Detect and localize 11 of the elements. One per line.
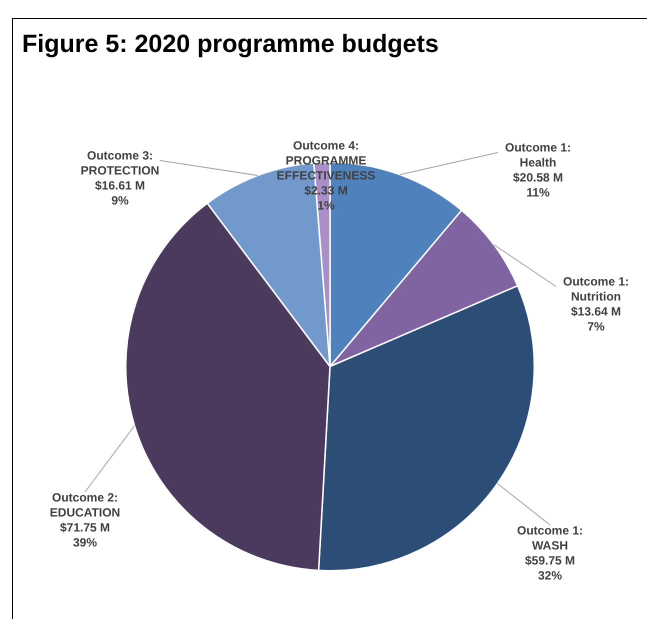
data-label: $59.75 M 32% — [524, 553, 576, 582]
data-label: $16.61 M 9% — [94, 178, 146, 208]
data-label: $71.75 M 39% — [60, 520, 110, 550]
slice-label: Outcome 2: EDUCATION — [50, 490, 120, 520]
slice-label: Outcome 1: Nutrition — [562, 274, 630, 304]
data-label: $13.64 M 7% — [570, 304, 622, 334]
data-label: $20.58 M 11% — [512, 170, 564, 200]
slice-label: Outcome 1: Health — [504, 140, 572, 170]
slice-label: Outcome 1: WASH — [516, 523, 584, 552]
slice-label: Outcome 3: PROTECTION — [80, 148, 160, 178]
chart-title: Figure 5: 2020 programme budgets — [22, 30, 439, 59]
